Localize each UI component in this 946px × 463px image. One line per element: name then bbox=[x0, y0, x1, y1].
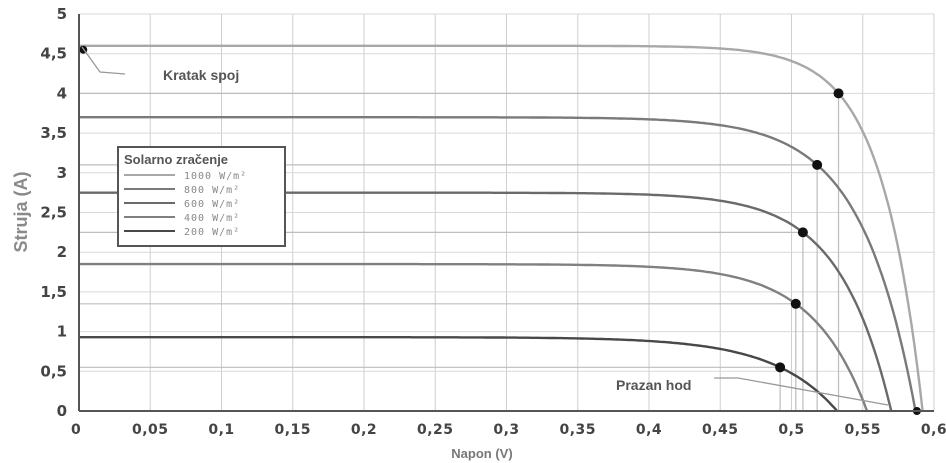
annotation-open-circuit: Prazan hod bbox=[616, 377, 691, 393]
x-tick-label-0: 0 bbox=[71, 422, 81, 438]
annotation-short-circuit: Kratak spoj bbox=[163, 67, 239, 83]
x-tick-label-9: 0,45 bbox=[702, 422, 739, 438]
legend-title: Solarno zračenje bbox=[124, 152, 228, 167]
mpp-marker-400-w-m bbox=[790, 298, 801, 309]
x-tick-label-2: 0,1 bbox=[208, 422, 234, 438]
legend-item-label-2: 600 W/m² bbox=[184, 199, 240, 210]
x-tick-label-5: 0,25 bbox=[417, 422, 454, 438]
series-line-200-w-m bbox=[79, 336, 839, 412]
y-tick-label-5: 2,5 bbox=[40, 204, 67, 222]
legend-item-label-3: 400 W/m² bbox=[184, 213, 240, 224]
x-tick-label-3: 0,15 bbox=[274, 422, 311, 438]
y-tick-label-10: 5 bbox=[57, 5, 67, 23]
x-tick-label-11: 0,55 bbox=[844, 422, 881, 438]
x-tick-label-4: 0,2 bbox=[351, 422, 377, 438]
x-tick-label-7: 0,35 bbox=[559, 422, 596, 438]
legend-item-label-1: 800 W/m² bbox=[184, 185, 240, 196]
x-tick-label-8: 0,4 bbox=[636, 422, 662, 438]
ticks: 0 0,5 1 1,5 2 2,5 3 3,5 4 4,5 5 0 0,05 0,1 0,15 0,2 0,25… bbox=[40, 5, 946, 438]
short-circuit-leader bbox=[81, 46, 126, 75]
legend-box bbox=[117, 146, 286, 247]
series-line-800-w-m bbox=[79, 116, 917, 412]
y-tick-label-4: 2 bbox=[57, 243, 67, 261]
legend: Solarno zračenje 1000 W/m² 800 W/m² 600 W/… bbox=[117, 146, 286, 247]
y-tick-label-1: 0,5 bbox=[40, 362, 67, 380]
y-axis-label: Struja (A) bbox=[11, 171, 31, 252]
y-tick-label-0: 0 bbox=[57, 402, 67, 420]
mpp-markers bbox=[79, 45, 921, 415]
series-line-400-w-m bbox=[79, 262, 869, 412]
series-line-1000-w-m bbox=[79, 44, 924, 412]
y-tick-label-2: 1 bbox=[57, 323, 67, 341]
legend-items: 1000 W/m² 800 W/m² 600 W/m² 400 W/m² 200 W/m… bbox=[124, 171, 247, 238]
y-tick-label-8: 4 bbox=[57, 84, 67, 102]
annotations: Kratak spoj Prazan hod bbox=[81, 46, 889, 406]
legend-item-label-0: 1000 W/m² bbox=[184, 171, 247, 182]
mpp-marker-1000-w-m bbox=[833, 88, 844, 99]
x-tick-label-6: 0,3 bbox=[493, 422, 519, 438]
y-tick-label-3: 1,5 bbox=[40, 283, 67, 301]
x-axis-label: Napon (V) bbox=[451, 446, 512, 461]
open-circuit-leader bbox=[714, 377, 889, 406]
mpp-marker-600-w-m bbox=[797, 227, 808, 238]
mpp-marker-800-w-m bbox=[812, 159, 823, 170]
x-tick-label-10: 0,5 bbox=[778, 422, 804, 438]
y-tick-label-7: 3,5 bbox=[40, 124, 67, 142]
y-tick-label-6: 3 bbox=[57, 164, 67, 182]
x-tick-label-1: 0,05 bbox=[132, 422, 169, 438]
axes bbox=[78, 14, 934, 412]
mpp-marker-200-w-m bbox=[775, 362, 786, 373]
legend-item-label-4: 200 W/m² bbox=[184, 227, 240, 238]
y-tick-label-9: 4,5 bbox=[40, 45, 67, 63]
x-tick-label-12: 0,6 bbox=[921, 422, 946, 438]
